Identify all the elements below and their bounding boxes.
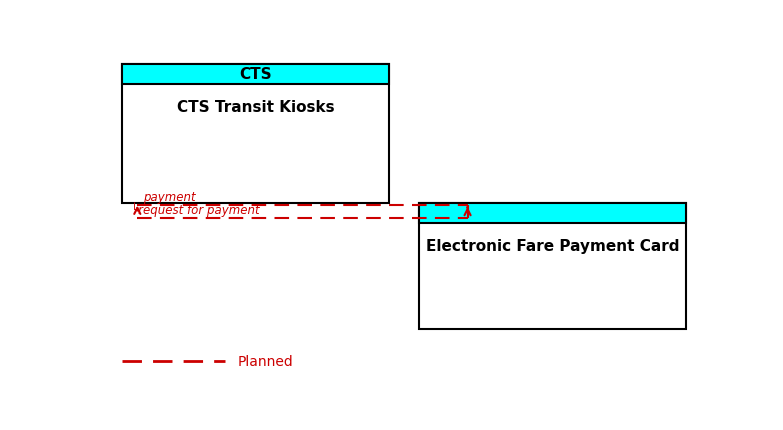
- Text: payment: payment: [143, 190, 196, 203]
- Text: Planned: Planned: [237, 354, 293, 368]
- Text: └request for payment: └request for payment: [132, 202, 260, 217]
- Bar: [122, 65, 389, 85]
- Text: Electronic Fare Payment Card: Electronic Fare Payment Card: [426, 239, 680, 254]
- Bar: [420, 204, 687, 224]
- Text: CTS: CTS: [240, 67, 272, 82]
- Bar: [122, 65, 389, 204]
- Bar: [420, 204, 687, 330]
- Text: CTS Transit Kiosks: CTS Transit Kiosks: [177, 100, 334, 114]
